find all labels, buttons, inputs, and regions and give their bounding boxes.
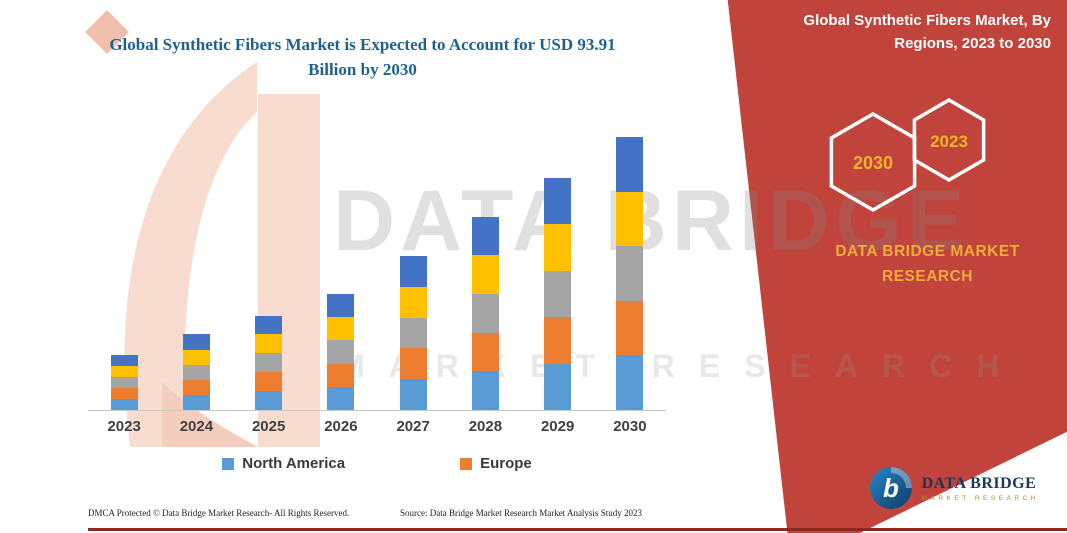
bar-segment [182,334,210,350]
bar-segment [255,391,283,410]
right-panel-title: Global Synthetic Fibers Market, By Regio… [803,12,1051,52]
watermark-subtext: MARKET RESEARCH [338,348,1024,384]
legend-label: Europe [480,455,532,472]
bar-segment [399,286,427,318]
brand-line-1: DATA BRIDGE MARKET [835,243,1020,260]
x-axis-label: 2024 [179,418,214,435]
x-axis-label: 2029 [540,418,575,435]
hexagon-2023: 2023 [912,98,986,183]
bar-segment [110,376,138,388]
bar-segment [327,317,355,341]
x-axis-label: 2025 [251,418,286,435]
bar-segment [327,386,355,410]
brand-wordmark: DATA BRIDGE MARKET RESEARCH [800,240,1055,290]
bar-segment [255,353,283,373]
x-axis-label: 2023 [107,418,141,435]
bar-segment [327,363,355,387]
bar-group [449,216,521,410]
bar-group [233,315,305,410]
bar-segment [399,317,427,349]
hexagon-badges: 2030 2023 [829,98,986,213]
bar-group [88,354,160,410]
hexagon-2030-label: 2030 [853,153,893,173]
bar-segment [327,340,355,364]
bar-group [594,137,666,410]
dbmr-logo: b DATA BRIDGE MARKET RESEARCH [868,465,1039,511]
stacked-bar [182,334,210,410]
bar-segment [616,246,644,301]
hexagon-2030: 2030 [829,111,917,213]
bar-segment [399,379,427,410]
footer-source: Source: Data Bridge Market Research Mark… [400,508,642,518]
bar-segment [110,387,138,399]
bar-segment [544,363,572,410]
stacked-bar [110,354,138,410]
bar-group [305,293,377,410]
bar-segment [616,300,644,356]
bar-group [522,177,594,410]
bar-segment [182,379,210,395]
bar-group [160,334,232,410]
dbmr-logo-mark: b [883,473,899,503]
footer-dmca: DMCA Protected © Data Bridge Market Rese… [88,508,350,518]
bar-segment [471,255,499,295]
bar-segment [327,293,355,317]
legend-swatch [460,457,473,470]
stacked-bar [399,255,427,410]
bar-segment [616,137,644,192]
x-axis-labels: 2023 2024 2025 2026 2027 2028 2029 2030 [88,418,666,435]
bar-segment [110,398,138,410]
bar-segment [544,177,572,224]
bar-segment [182,394,210,410]
bar-segment [182,349,210,365]
bar-segment [255,334,283,354]
bar-segment [544,224,572,271]
dbmr-logo-icon: b [869,467,912,509]
hexagon-2023-label: 2023 [930,132,968,151]
bar-segment [255,315,283,335]
bar-chart [88,130,666,411]
logo-name: DATA BRIDGE [921,474,1037,492]
bar-segment [471,332,499,372]
bar-segment [616,191,644,247]
bar-segment [471,216,499,256]
bar-segment [471,371,499,410]
x-axis-label: 2027 [396,418,430,435]
brand-line-2: RESEARCH [882,267,973,285]
bottom-accent-bar [88,528,1067,531]
watermark-text: DATA BRIDGE [333,173,970,269]
page-title: Global Synthetic Fibers Market is Expect… [109,35,616,79]
stacked-bar [255,315,283,410]
bar-segment [255,372,283,392]
bar-segment [399,348,427,380]
bar-segment [399,255,427,287]
stacked-bar [616,137,644,410]
bar-segment [110,365,138,377]
logo-subtitle: MARKET RESEARCH [921,494,1039,502]
legend-item: North America [222,455,345,472]
stacked-bar [544,177,572,410]
legend-label: North America [242,455,346,472]
stacked-bar [471,216,499,410]
bar-segment [544,317,572,364]
stacked-bar [327,293,355,410]
x-axis-label: 2028 [468,418,503,435]
legend-item: Europe [460,455,532,472]
bar-segment [110,354,138,366]
bar-group [377,255,449,410]
x-axis-label: 2026 [324,418,358,435]
legend: North America Europe [88,455,666,472]
legend-swatch [222,457,235,470]
bar-segment [182,364,210,380]
bar-segment [616,355,644,410]
bar-segment [471,294,499,333]
bar-segment [544,270,572,317]
x-axis-label: 2030 [613,418,647,435]
